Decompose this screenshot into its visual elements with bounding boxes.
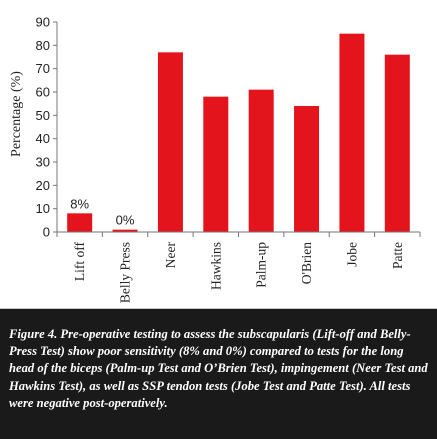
bar xyxy=(67,213,93,232)
figure-caption: Figure 4. Pre-operative testing to asses… xyxy=(0,309,437,439)
x-category-label: Jobe xyxy=(344,242,359,267)
y-tick-label: 60 xyxy=(36,85,50,100)
y-tick-label: 80 xyxy=(36,38,50,53)
y-tick-label: 10 xyxy=(36,201,50,216)
bars xyxy=(67,33,410,233)
x-category-label: Lift off xyxy=(72,242,87,282)
x-category-label: Belly Press xyxy=(118,242,133,303)
x-category-label: Neer xyxy=(163,242,178,269)
y-axis-label: Percentage (%) xyxy=(9,71,24,157)
chart-panel: 0 10 20 30 40 50 60 70 80 90 8% 0% Lift off Belly P… xyxy=(0,0,437,308)
bar xyxy=(248,89,274,233)
y-tick-label: 30 xyxy=(36,155,50,170)
y-tick-label: 0 xyxy=(43,225,50,240)
y-tick-label: 20 xyxy=(36,178,50,193)
bar xyxy=(203,96,229,233)
bar xyxy=(294,106,320,232)
x-axis: Lift off Belly Press Neer Hawkins Palm-up O'B… xyxy=(56,231,421,303)
data-labels: 8% 0% xyxy=(70,196,135,227)
x-category-label: Palm-up xyxy=(254,242,269,288)
y-tick-label: 90 xyxy=(36,15,50,30)
y-tick-label: 40 xyxy=(36,131,50,146)
y-axis: 0 10 20 30 40 50 60 70 80 90 xyxy=(36,15,58,240)
bar xyxy=(112,229,138,232)
caption-text: Figure 4. Pre-operative testing to asses… xyxy=(9,327,428,410)
x-category-label: O'Brien xyxy=(299,242,314,284)
x-category-label: Hawkins xyxy=(208,242,223,290)
bar-chart: 0 10 20 30 40 50 60 70 80 90 8% 0% Lift off Belly P… xyxy=(9,15,421,303)
y-tick-label: 50 xyxy=(36,108,50,123)
bar xyxy=(384,54,410,232)
bar-data-label: 8% xyxy=(70,196,89,211)
bar-data-label: 0% xyxy=(116,213,135,228)
bar xyxy=(157,52,183,233)
x-category-label: Patte xyxy=(390,242,405,269)
bar xyxy=(339,33,365,232)
y-tick-label: 70 xyxy=(36,61,50,76)
